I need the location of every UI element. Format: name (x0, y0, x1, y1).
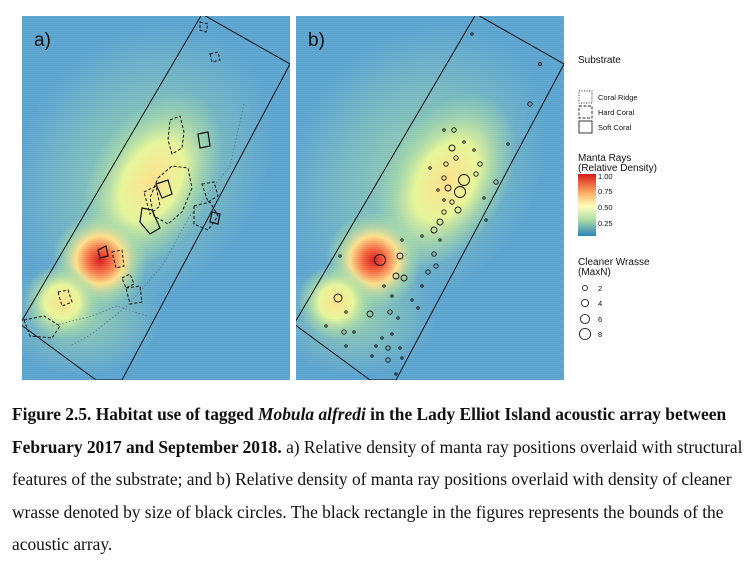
wrasse-label-8: 8 (598, 330, 603, 339)
density-legend-subtitle: (Relative Density) (578, 163, 657, 174)
panel-label-b: b) (308, 30, 325, 51)
density-tick-075: 0.75 (598, 187, 613, 196)
wrasse-legend-keys (578, 285, 592, 341)
wrasse-label-6: 6 (598, 315, 603, 324)
wrasse-key-2 (582, 285, 588, 291)
caption-title: Figure 2.5. Habitat use of tagged Mobula… (12, 404, 726, 457)
hard-coral-key (578, 105, 593, 119)
substrate-legend-title: Substrate (578, 55, 621, 66)
density-tick-025: 0.25 (598, 219, 613, 228)
coral-ridge-key (578, 90, 593, 104)
density-map-a (22, 16, 290, 380)
legend-label-hard-coral: Hard Coral (598, 108, 635, 117)
legend-label-coral-ridge: Coral Ridge (598, 93, 638, 102)
caption-species: Mobula alfredi (258, 404, 366, 424)
wrasse-legend-title: Cleaner Wrasse (578, 257, 650, 268)
figure-caption: Figure 2.5. Habitat use of tagged Mobula… (12, 398, 744, 561)
density-tick-1: 1.00 (598, 172, 613, 181)
caption-figure-label: Figure 2.5. Habitat use of tagged (12, 404, 259, 424)
substrate-legend-keys (578, 90, 593, 134)
wrasse-key-4 (580, 298, 590, 308)
density-map-b (296, 16, 564, 380)
soft-coral-key (578, 120, 593, 134)
wrasse-legend-subtitle: (MaxN) (578, 267, 611, 278)
density-color-scale (578, 174, 596, 236)
wrasse-label-2: 2 (598, 284, 603, 293)
caption-title-rest: in the Lady Elliot Island acoustic array… (12, 404, 727, 457)
wrasse-key-6 (579, 313, 591, 325)
density-tick-050: 0.50 (598, 203, 613, 212)
panel-label-a: a) (34, 30, 51, 51)
wrasse-key-8 (578, 327, 592, 341)
caption-body: a) Relative density of manta ray positio… (12, 436, 743, 555)
density-legend-title: Manta Rays (578, 153, 632, 164)
map-panel-b: b) (296, 16, 564, 380)
map-panel-a: a) (22, 16, 290, 380)
legend-label-soft-coral: Soft Coral (598, 123, 632, 132)
wrasse-label-4: 4 (598, 299, 603, 308)
